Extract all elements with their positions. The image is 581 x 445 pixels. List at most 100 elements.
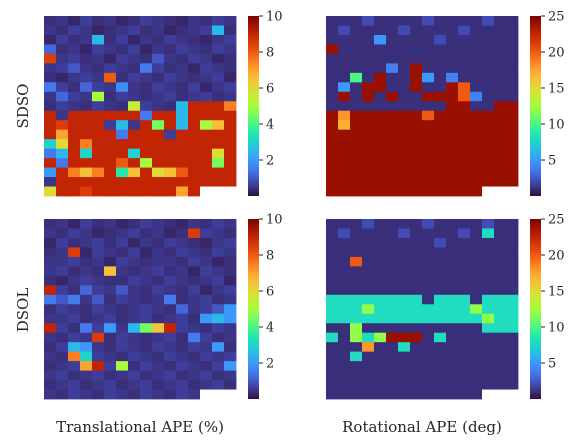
heatmap-cell xyxy=(140,285,153,296)
heatmap-cell xyxy=(326,25,339,36)
heatmap-cell xyxy=(68,294,81,305)
heatmap-cell xyxy=(326,82,339,93)
heatmap-cell xyxy=(506,101,519,112)
heatmap-cell xyxy=(410,285,423,296)
heatmap-cell xyxy=(44,294,57,305)
heatmap-cell xyxy=(434,91,447,102)
heatmap-cell xyxy=(140,101,153,112)
heatmap-cell xyxy=(80,139,93,150)
heatmap-cell xyxy=(176,158,189,168)
heatmap-cell xyxy=(374,332,387,343)
heatmap-cell xyxy=(80,110,93,121)
heatmap-cell xyxy=(92,389,105,400)
heatmap-cell xyxy=(458,219,471,229)
heatmap-cell xyxy=(188,110,201,121)
heatmap-cell xyxy=(176,91,189,102)
heatmap-cell xyxy=(494,72,507,83)
heatmap-cell xyxy=(482,285,495,296)
heatmap-cell xyxy=(458,120,471,131)
heatmap-cell xyxy=(152,129,165,140)
heatmap-cell xyxy=(494,82,507,93)
heatmap-cell xyxy=(434,120,447,131)
heatmap-cell xyxy=(200,53,213,64)
heatmap-cell xyxy=(470,139,483,150)
heatmap-cell xyxy=(338,101,351,112)
heatmap-cell xyxy=(68,266,81,277)
heatmap-cell xyxy=(374,148,387,159)
heatmap-cell xyxy=(458,129,471,140)
heatmap-cell xyxy=(56,120,69,131)
heatmap-cell xyxy=(44,53,57,64)
heatmap-cell xyxy=(494,323,507,334)
heatmap-cell xyxy=(446,361,459,371)
heatmap-cell xyxy=(44,361,57,371)
heatmap-cell xyxy=(200,129,213,140)
heatmap-cell xyxy=(326,304,339,315)
heatmap-cell xyxy=(350,16,363,26)
heatmap-cell xyxy=(224,256,237,267)
heatmap-cell xyxy=(200,323,213,334)
colorbar-tick-label: 6 xyxy=(266,285,274,300)
heatmap-cell xyxy=(152,370,165,381)
heatmap-cell xyxy=(446,72,459,83)
heatmap-cell xyxy=(470,380,483,390)
heatmap-cell xyxy=(338,389,351,400)
heatmap-cell xyxy=(152,101,165,112)
heatmap-cell xyxy=(92,380,105,390)
heatmap-cell xyxy=(212,285,225,296)
heatmap-cell xyxy=(446,294,459,305)
heatmap-cell xyxy=(176,313,189,324)
heatmap-cell xyxy=(152,177,165,187)
heatmap-cell xyxy=(350,256,363,267)
heatmap-cell xyxy=(188,256,201,267)
heatmap-cell xyxy=(140,53,153,64)
heatmap-cell xyxy=(80,158,93,168)
heatmap-cell xyxy=(422,380,435,390)
heatmap-cell xyxy=(458,34,471,45)
heatmap-cell xyxy=(128,25,141,36)
heatmap-cell xyxy=(212,237,225,248)
heatmap-cell xyxy=(362,219,375,229)
heatmap-cell xyxy=(494,275,507,286)
heatmap-cell xyxy=(224,25,237,36)
heatmap-cell xyxy=(164,285,177,296)
heatmap-cell xyxy=(80,275,93,286)
heatmap-cell xyxy=(200,177,213,187)
heatmap-cell xyxy=(458,186,471,197)
heatmap-cell xyxy=(362,342,375,353)
heatmap-cell xyxy=(362,177,375,187)
heatmap-cell xyxy=(176,285,189,296)
heatmap-cell xyxy=(104,294,117,305)
heatmap-cell xyxy=(68,110,81,121)
heatmap-cell xyxy=(200,101,213,112)
heatmap-cell xyxy=(176,120,189,131)
heatmap-cell xyxy=(152,16,165,26)
colorbar xyxy=(530,219,541,399)
heatmap-cell xyxy=(104,16,117,26)
heatmap-cell xyxy=(386,91,399,102)
heatmap-cell xyxy=(506,158,519,168)
heatmap-cell xyxy=(116,101,129,112)
heatmap-cell xyxy=(446,323,459,334)
heatmap-cell xyxy=(56,219,69,229)
heatmap-cell xyxy=(446,247,459,258)
heatmap-cell xyxy=(398,120,411,131)
heatmap-cell xyxy=(350,380,363,390)
heatmap-cell xyxy=(92,247,105,258)
heatmap-cell xyxy=(44,129,57,140)
heatmap-cell xyxy=(116,167,129,178)
heatmap-cell xyxy=(188,275,201,286)
heatmap-cell xyxy=(374,44,387,55)
heatmap-cell xyxy=(326,285,339,296)
heatmap-cell xyxy=(44,370,57,381)
heatmap-cell xyxy=(446,266,459,277)
heatmap-cell xyxy=(56,63,69,74)
heatmap-cell xyxy=(200,370,213,381)
heatmap-cell xyxy=(92,237,105,248)
heatmap-cell xyxy=(422,63,435,74)
heatmap-cell xyxy=(188,158,201,168)
heatmap-cell xyxy=(104,167,117,178)
heatmap-cell xyxy=(200,44,213,55)
heatmap-cell xyxy=(224,332,237,343)
